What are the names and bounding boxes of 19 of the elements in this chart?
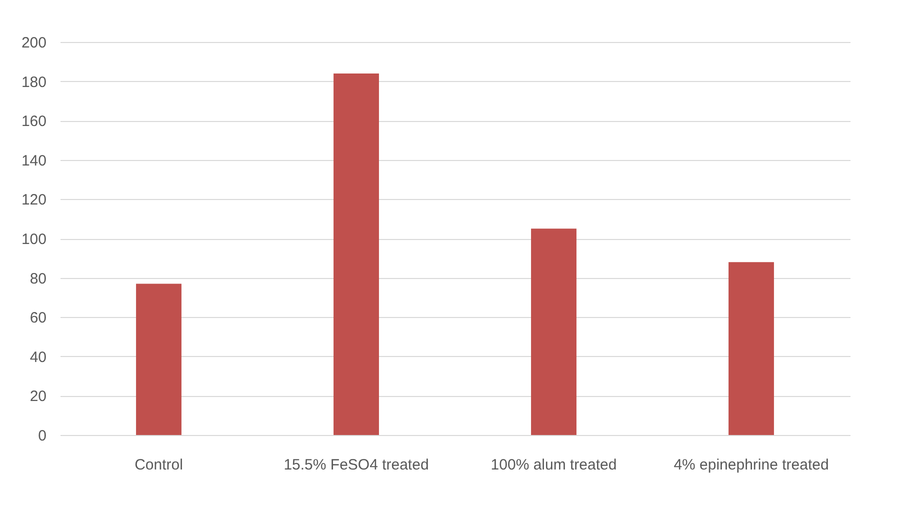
y-tick-label: 160 [21, 113, 46, 130]
bar [531, 228, 576, 435]
y-tick-label: 100 [21, 231, 46, 248]
y-tick-label: 0 [38, 428, 46, 444]
x-tick-label: 15.5% FeSO4 treated [284, 456, 429, 474]
bar [136, 284, 182, 435]
bar [334, 73, 379, 435]
y-tick-label: 60 [30, 310, 46, 327]
y-tick-label: 180 [21, 74, 46, 91]
y-tick-label: 120 [21, 192, 46, 209]
y-tick-label: 200 [21, 34, 46, 52]
x-tick-label: 4% epinephrine treated [674, 456, 829, 474]
x-tick-label: Control [134, 456, 183, 474]
y-tick-label: 20 [30, 388, 46, 406]
bar [728, 262, 774, 435]
y-tick-label: 80 [30, 270, 46, 288]
y-tick-label: 140 [21, 152, 46, 170]
y-tick-label: 40 [30, 348, 46, 366]
x-tick-label: 100% alum treated [490, 456, 617, 474]
